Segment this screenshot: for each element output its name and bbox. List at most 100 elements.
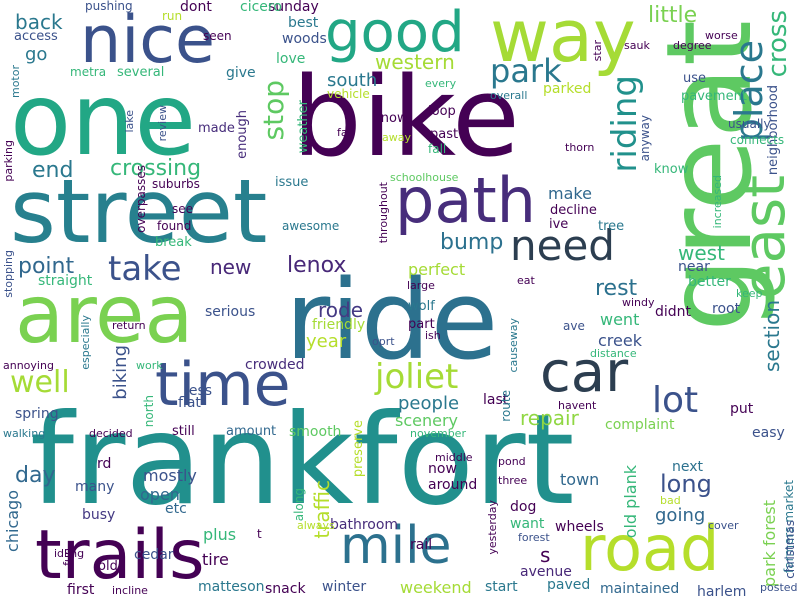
word: november: [410, 427, 466, 440]
word: weekend: [400, 578, 472, 597]
word: metra: [70, 65, 107, 79]
word: especially: [79, 315, 92, 370]
word: park: [490, 52, 562, 90]
word: causeway: [507, 318, 520, 373]
word: decided: [89, 427, 133, 440]
word: north: [142, 395, 156, 428]
word: south: [327, 70, 378, 91]
word: connects: [730, 133, 785, 147]
word: ish: [425, 329, 441, 342]
word: decline: [550, 203, 597, 218]
word: pushing: [85, 0, 133, 13]
word: eat: [517, 274, 535, 287]
word: easy: [752, 425, 785, 441]
word: road: [580, 512, 720, 585]
word: now: [428, 461, 457, 477]
word: rest: [595, 276, 638, 301]
word: give: [226, 65, 256, 81]
word: avenue: [520, 564, 572, 580]
word: amount: [226, 424, 277, 439]
word: good: [325, 0, 465, 65]
word: went: [600, 310, 640, 329]
word: stopping: [2, 250, 15, 298]
word: time: [155, 350, 291, 420]
word: bump: [440, 230, 504, 255]
word: star: [591, 40, 604, 62]
word: ride: [285, 256, 499, 384]
word: along: [292, 488, 306, 522]
word: distance: [590, 347, 637, 360]
word: made: [198, 121, 235, 136]
word: straight: [38, 273, 93, 289]
word: found: [157, 219, 192, 233]
word: work: [136, 359, 163, 372]
word: enough: [235, 110, 250, 159]
word: riding: [605, 75, 645, 173]
word: plus: [203, 525, 237, 544]
word: s: [540, 543, 551, 567]
word: repair: [520, 406, 579, 430]
word: know: [654, 162, 689, 177]
word: weather: [296, 100, 311, 154]
word: flat: [178, 395, 201, 411]
word: mile: [340, 516, 452, 576]
word: lenox: [287, 253, 347, 278]
word: long: [660, 470, 712, 498]
word: cover: [708, 519, 739, 532]
word: start: [485, 579, 518, 595]
word: next: [672, 459, 704, 475]
word: always: [297, 519, 335, 532]
word: yesterday: [486, 500, 499, 555]
word: want: [510, 516, 545, 532]
word: see: [172, 202, 194, 216]
word: break: [155, 235, 192, 250]
word: best: [288, 15, 319, 31]
word: old: [98, 559, 118, 574]
word: year: [306, 331, 347, 352]
word: way: [490, 0, 636, 78]
word: use: [683, 71, 707, 86]
word: wolf: [408, 299, 435, 314]
word: busy: [82, 507, 116, 523]
word: less: [185, 383, 213, 399]
word: day: [15, 463, 56, 488]
word: middle: [435, 451, 473, 464]
word: root: [712, 301, 741, 317]
word: seen: [203, 29, 232, 43]
word: going: [655, 505, 706, 526]
word: dont: [180, 0, 212, 15]
word: snack: [265, 581, 306, 597]
word: joliet: [375, 357, 459, 397]
word: rail: [410, 537, 433, 553]
word: sauk: [624, 39, 650, 52]
word: bathroom: [330, 517, 399, 533]
word: woods: [282, 31, 327, 47]
word: preserve: [351, 420, 366, 478]
word: love: [276, 51, 306, 67]
word: crossing: [110, 156, 202, 181]
word: western: [375, 50, 455, 74]
word: last: [483, 392, 509, 408]
word: dog: [510, 499, 537, 515]
word: return: [112, 319, 146, 332]
word: spring: [15, 406, 59, 422]
word: away: [382, 131, 411, 144]
word: walking: [3, 427, 46, 440]
word: parked: [543, 81, 592, 97]
word: bike: [292, 53, 520, 181]
word: bad: [660, 494, 681, 507]
word: area: [15, 268, 194, 361]
word: pond: [498, 455, 526, 468]
word: fall: [428, 142, 447, 156]
word: cross: [763, 10, 793, 78]
word: ive: [549, 217, 569, 232]
word: awesome: [282, 219, 340, 233]
word: route: [499, 390, 513, 422]
word: several: [117, 65, 165, 80]
word: christmas: [783, 520, 797, 579]
word: usually: [728, 117, 771, 131]
word: take: [108, 249, 182, 289]
word: many: [75, 479, 115, 495]
word: ave: [563, 319, 585, 333]
